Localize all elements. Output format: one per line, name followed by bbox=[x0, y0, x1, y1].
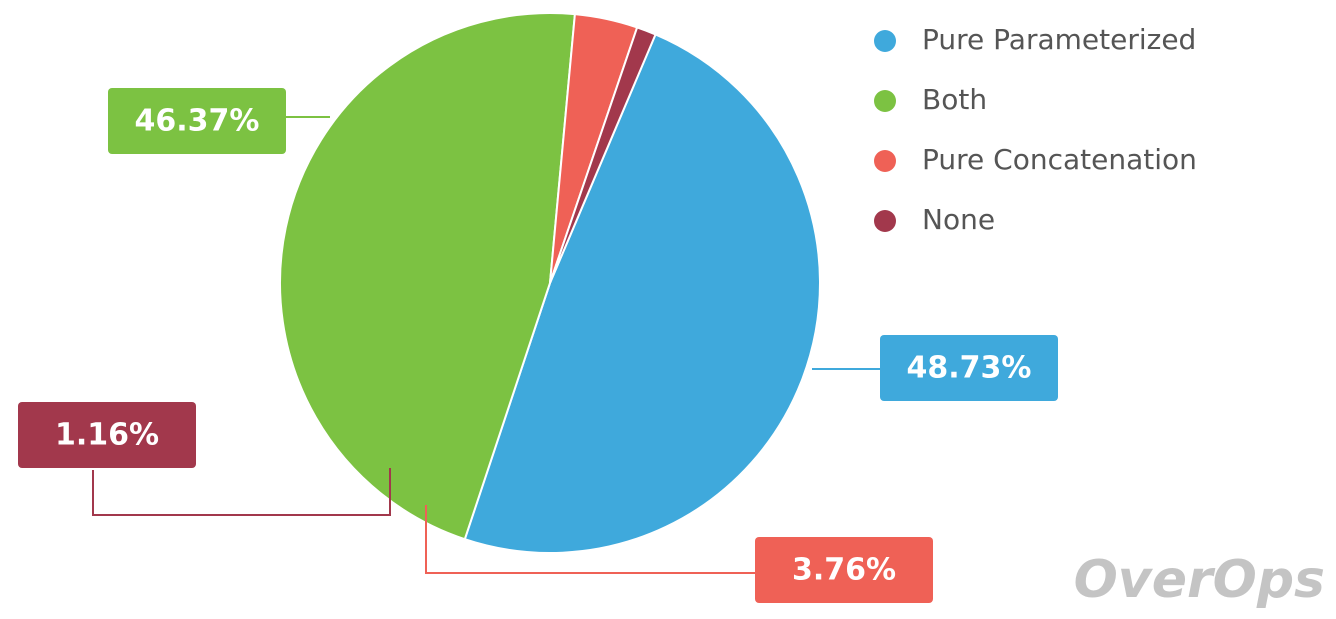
label-box bbox=[108, 88, 286, 154]
legend-marker bbox=[874, 150, 896, 172]
pie-slice bbox=[279, 12, 576, 541]
pie-slice bbox=[549, 26, 657, 284]
data-label: 48.73% bbox=[907, 351, 1032, 386]
label-box bbox=[880, 335, 1058, 401]
legend-marker bbox=[874, 210, 896, 232]
leader-line bbox=[92, 468, 391, 516]
legend-label: Pure Parameterized bbox=[922, 23, 1196, 56]
legend-label: None bbox=[922, 203, 995, 236]
leader-line bbox=[425, 505, 755, 574]
legend-marker bbox=[874, 90, 896, 112]
data-label: 46.37% bbox=[135, 104, 260, 139]
label-box bbox=[18, 402, 196, 468]
pie-slice bbox=[463, 33, 821, 554]
legend-label: Pure Concatenation bbox=[922, 143, 1197, 176]
data-label: 3.76% bbox=[792, 553, 896, 588]
label-box bbox=[755, 537, 933, 603]
legend-marker bbox=[874, 30, 896, 52]
data-label: 1.16% bbox=[55, 418, 159, 453]
legend-label: Both bbox=[922, 83, 987, 116]
watermark: OverOps bbox=[1074, 550, 1325, 610]
